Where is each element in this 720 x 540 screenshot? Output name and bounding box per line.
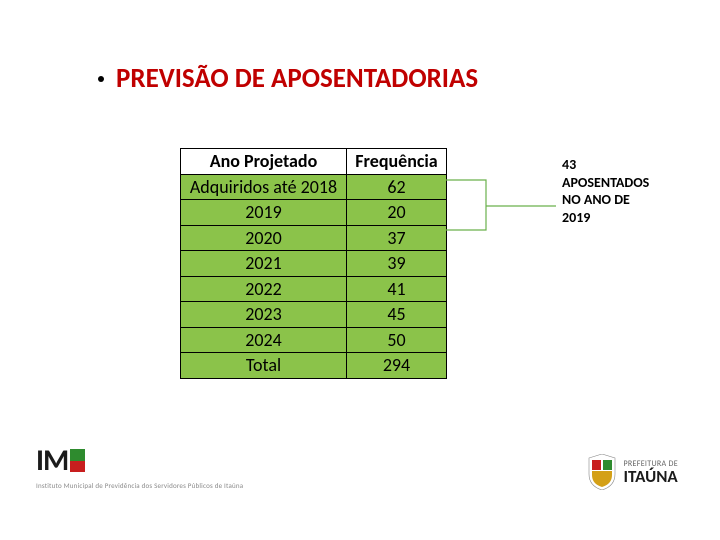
cell-year: 2024: [181, 327, 347, 353]
bullet-icon: [98, 76, 104, 82]
cell-freq: 37: [347, 225, 447, 251]
table-row: 201920: [181, 200, 447, 226]
cell-year: 2020: [181, 225, 347, 251]
table-row: 202037: [181, 225, 447, 251]
table-row: 202139: [181, 251, 447, 277]
table-row: Adquiridos até 201862: [181, 174, 447, 200]
annotation-text: 43 APOSENTADOS NO ANO DE 2019: [562, 156, 649, 226]
table-row: Total294: [181, 353, 447, 379]
cell-freq: 41: [347, 276, 447, 302]
table-row: 202241: [181, 276, 447, 302]
logo-imp: IM Instituto Municipal de Previdência do…: [36, 442, 243, 490]
cell-year: Adquiridos até 2018: [181, 174, 347, 200]
cell-year: 2023: [181, 302, 347, 328]
table-row: 202450: [181, 327, 447, 353]
cell-year: 2022: [181, 276, 347, 302]
cell-year: 2021: [181, 251, 347, 277]
cell-freq: 294: [347, 353, 447, 379]
cell-freq: 50: [347, 327, 447, 353]
annotation-line: NO ANO DE: [562, 191, 649, 209]
annotation-line: 2019: [562, 209, 649, 227]
cell-year: 2019: [181, 200, 347, 226]
cell-freq: 20: [347, 200, 447, 226]
table-row: 202345: [181, 302, 447, 328]
logo-imp-subtitle: Instituto Municipal de Previdência dos S…: [36, 481, 243, 490]
annotation-connector: [446, 172, 562, 240]
shield-icon: [587, 454, 617, 490]
table-header-year: Ano Projetado: [181, 149, 347, 175]
annotation-line: 43: [562, 156, 649, 174]
cell-freq: 39: [347, 251, 447, 277]
annotation-line: APOSENTADOS: [562, 174, 649, 192]
page-title: PREVISÃO DE APOSENTADORIAS: [116, 62, 478, 95]
logo-prefeitura: PREFEITURA DE ITAÚNA: [587, 454, 678, 490]
logo-right-city: ITAÚNA: [623, 468, 678, 485]
cell-year: Total: [181, 353, 347, 379]
cell-freq: 45: [347, 302, 447, 328]
logo-imp-text: IM: [36, 442, 68, 479]
logo-imp-square-icon: [70, 449, 85, 472]
table-header-freq: Frequência: [347, 149, 447, 175]
cell-freq: 62: [347, 174, 447, 200]
retirement-forecast-table: Ano Projetado Frequência Adquiridos até …: [180, 148, 447, 379]
